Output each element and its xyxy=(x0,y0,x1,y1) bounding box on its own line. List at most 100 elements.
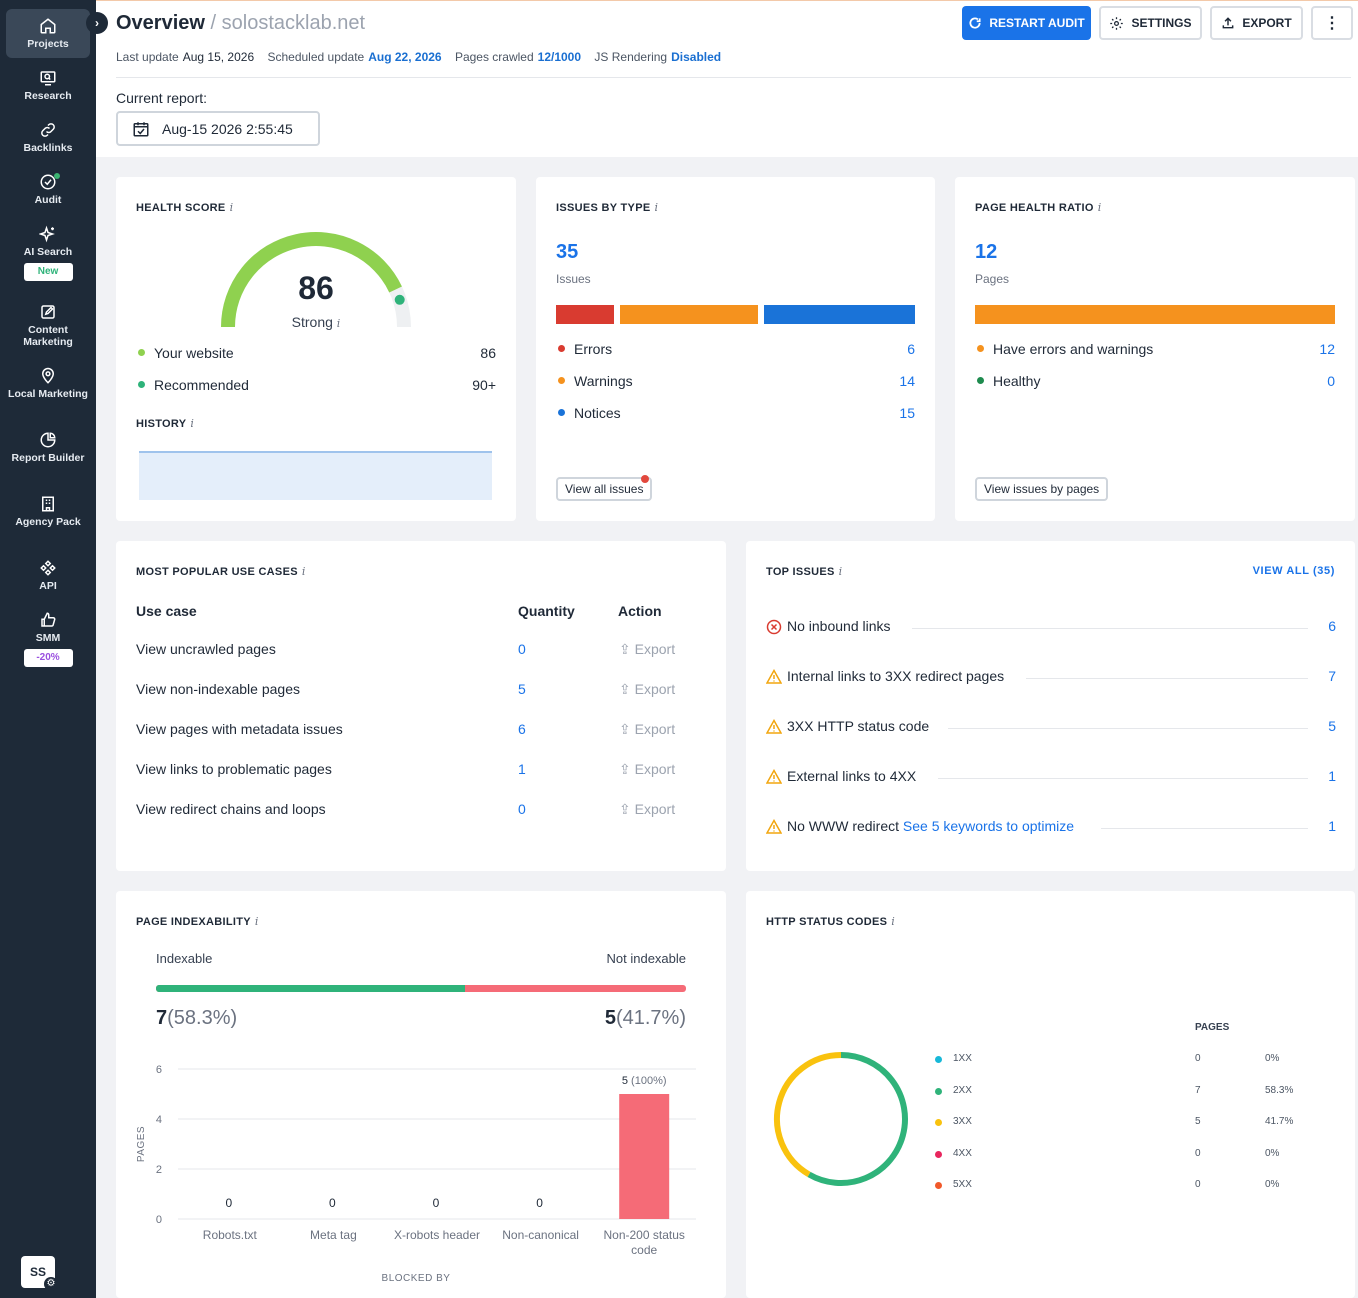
view-all-issues-button[interactable]: View all issues xyxy=(556,477,653,501)
data-label: 5 (100%) xyxy=(622,1075,667,1087)
status-pct: 41.7% xyxy=(1265,1116,1294,1127)
use-case-qty[interactable]: 6 xyxy=(518,721,526,737)
more-menu-button[interactable]: ⋮ xyxy=(1311,6,1353,40)
warning-triangle-icon xyxy=(766,769,782,784)
scheduled-update-link[interactable]: Aug 22, 2026 xyxy=(368,50,442,64)
errors-count[interactable]: 6 xyxy=(907,341,915,357)
bar xyxy=(619,1094,670,1219)
sidebar-item-content-marketing[interactable]: Content Marketing xyxy=(6,303,90,348)
sidebar-item-backlinks[interactable]: Backlinks xyxy=(6,121,90,154)
status-pages[interactable]: 0 xyxy=(1195,1179,1201,1190)
status-row[interactable]: 4XX 0 0% xyxy=(935,1148,1315,1162)
page-indexability-card: PAGE INDEXABILITY i Indexable Not indexab… xyxy=(116,891,726,1298)
sidebar-item-audit[interactable]: Audit xyxy=(6,173,90,206)
sidebar-item-research[interactable]: Research xyxy=(6,69,90,102)
data-label: 0 xyxy=(433,1196,440,1210)
restart-audit-button[interactable]: RESTART AUDIT xyxy=(962,6,1091,40)
x-tick-label: Non-canonical xyxy=(502,1228,579,1242)
errors-warnings-count[interactable]: 12 xyxy=(1319,341,1335,357)
use-case-qty[interactable]: 0 xyxy=(518,801,526,817)
status-pages[interactable]: 0 xyxy=(1195,1147,1201,1159)
info-icon: i xyxy=(654,201,659,214)
error-circle-icon xyxy=(766,619,782,635)
sidebar-item-api[interactable]: API xyxy=(6,559,90,592)
issue-label: No inbound links xyxy=(787,618,891,634)
sidebar-item-agency-pack[interactable]: Agency Pack xyxy=(6,495,90,528)
sparkles-icon xyxy=(39,225,55,243)
top-issue-row[interactable]: Internal links to 3XX redirect pages 7 xyxy=(766,668,1336,688)
js-rendering-label: JS Rendering xyxy=(594,50,668,64)
map-pin-icon xyxy=(41,367,55,384)
notices-count[interactable]: 15 xyxy=(899,405,915,421)
top-issue-row[interactable]: 3XX HTTP status code 5 xyxy=(766,718,1336,738)
sidebar-item-label: Content Marketing xyxy=(23,324,73,348)
sidebar-item-local-marketing[interactable]: Local Marketing xyxy=(6,367,90,400)
settings-gear-icon[interactable]: ⚙ xyxy=(44,1277,58,1291)
top-issues-card: TOP ISSUES i VIEW ALL (35) No inbound lin… xyxy=(746,541,1355,871)
status-code: 3XX xyxy=(953,1116,972,1127)
use-case-qty[interactable]: 5 xyxy=(518,681,526,697)
issue-count[interactable]: 7 xyxy=(1328,668,1336,684)
healthy-count[interactable]: 0 xyxy=(1327,373,1335,389)
issue-count[interactable]: 1 xyxy=(1328,818,1336,834)
y-axis-label: PAGES xyxy=(136,1126,147,1162)
issues-by-type-card: ISSUES BY TYPE i 35 Issues Errors 6 Warni… xyxy=(536,177,935,521)
indexable-summary: 7(58.3%) xyxy=(156,1007,238,1029)
status-row[interactable]: 5XX 0 0% xyxy=(935,1179,1315,1193)
view-issues-by-pages-button[interactable]: View issues by pages xyxy=(975,477,1109,501)
issue-count[interactable]: 6 xyxy=(1328,618,1336,634)
title-text: Overview xyxy=(116,12,205,34)
export-button[interactable]: EXPORT xyxy=(1210,6,1303,40)
status-row[interactable]: 3XX 5 41.7% xyxy=(935,1116,1315,1130)
top-issue-row[interactable]: No inbound links 6 xyxy=(766,618,1336,638)
warnings-row: Warnings xyxy=(558,373,633,389)
warnings-count[interactable]: 14 xyxy=(899,373,915,389)
sidebar-item-label: Agency Pack xyxy=(15,516,81,528)
export-action: ⇪ Export xyxy=(619,641,676,657)
top-issue-row[interactable]: No WWW redirect See 5 keywords to optimi… xyxy=(766,818,1336,838)
indexable-segment xyxy=(156,985,465,992)
sidebar-item-ai-search[interactable]: AI Search New xyxy=(6,225,90,281)
top-issue-row[interactable]: External links to 4XX 1 xyxy=(766,768,1336,788)
issues-total[interactable]: 35 xyxy=(556,241,579,263)
info-icon: i xyxy=(1097,201,1102,214)
last-update-label: Last update xyxy=(116,50,179,64)
status-dot xyxy=(935,1182,942,1189)
sidebar-toggle-button[interactable]: › xyxy=(86,12,108,34)
settings-label: SETTINGS xyxy=(1131,16,1192,30)
blocked-by-bar-chart: 0 2 4 6 PAGES 0 Robots.txt 0 Meta tag 0 X-robots h… xyxy=(136,1064,696,1284)
info-icon: i xyxy=(838,565,843,578)
page-health-card: PAGE HEALTH RATIO i 12 Pages Have errors … xyxy=(955,177,1355,521)
issue-count[interactable]: 1 xyxy=(1328,768,1336,784)
sidebar-item-projects[interactable]: Projects xyxy=(6,9,90,58)
status-pages[interactable]: 0 xyxy=(1195,1053,1201,1064)
report-date-select[interactable]: Aug-15 2026 2:55:45 xyxy=(116,111,320,146)
status-pct: 58.3% xyxy=(1265,1084,1294,1096)
status-row[interactable]: 1XX 0 0% xyxy=(935,1053,1315,1067)
keywords-link[interactable]: See 5 keywords to optimize xyxy=(902,818,1075,834)
x-tick-label: code xyxy=(631,1243,657,1257)
pages-header: PAGES xyxy=(1195,1022,1230,1033)
sidebar-item-label: Local Marketing xyxy=(8,388,88,400)
health-score-value: 86 xyxy=(298,270,334,306)
status-code: 1XX xyxy=(953,1053,972,1064)
use-case-qty[interactable]: 1 xyxy=(518,761,526,777)
js-rendering-link[interactable]: Disabled xyxy=(671,50,722,64)
view-all-issues-link[interactable]: VIEW ALL (35) xyxy=(1252,565,1335,577)
sidebar-item-label: SMM xyxy=(35,632,61,644)
sidebar-item-report-builder[interactable]: Report Builder xyxy=(6,431,90,464)
donut-slice xyxy=(807,1052,908,1186)
use-case-qty[interactable]: 0 xyxy=(518,641,526,657)
building-icon xyxy=(42,496,54,512)
status-pages[interactable]: 5 xyxy=(1195,1116,1201,1127)
page-indexability-title: PAGE INDEXABILITY i xyxy=(136,915,259,928)
pages-total[interactable]: 12 xyxy=(975,241,998,263)
x-tick-label: X-robots header xyxy=(394,1228,480,1242)
sidebar-item-smm[interactable]: SMM -20% xyxy=(6,611,90,667)
issue-count[interactable]: 5 xyxy=(1328,718,1336,734)
status-pages[interactable]: 7 xyxy=(1195,1084,1201,1096)
pages-crawled-link[interactable]: 12/1000 xyxy=(537,50,582,64)
status-row[interactable]: 2XX 7 58.3% xyxy=(935,1085,1315,1099)
recommended-value: 90+ xyxy=(472,377,496,393)
settings-button[interactable]: SETTINGS xyxy=(1099,6,1202,40)
